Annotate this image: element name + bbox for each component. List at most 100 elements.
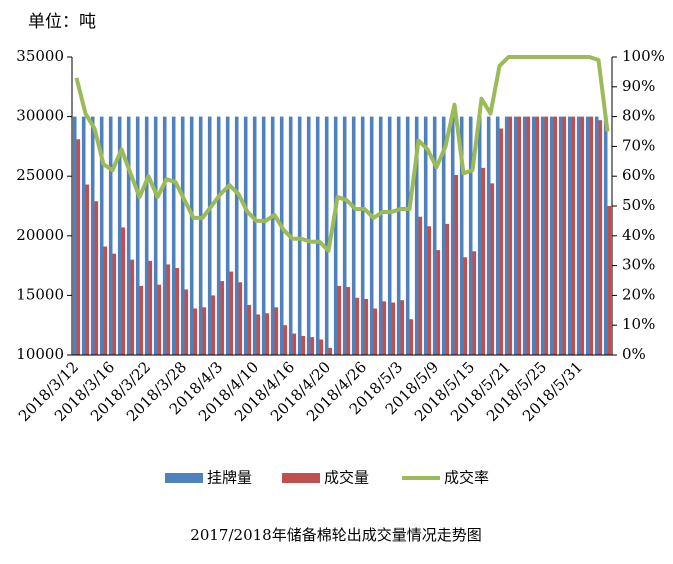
bar xyxy=(234,116,239,355)
bar xyxy=(324,116,329,355)
bar xyxy=(459,116,464,355)
bar xyxy=(315,116,320,355)
bar xyxy=(202,307,207,355)
bar xyxy=(562,116,567,355)
line-series xyxy=(74,55,610,253)
legend-label: 挂牌量 xyxy=(207,469,252,487)
y2-tick-label: 70% xyxy=(622,136,655,154)
bar xyxy=(477,116,482,355)
bar xyxy=(598,120,603,356)
bar xyxy=(495,116,500,355)
bar xyxy=(81,116,86,355)
y2-tick-label: 80% xyxy=(622,107,655,125)
bar xyxy=(423,116,428,355)
legend-label: 成交率 xyxy=(444,469,489,487)
bar xyxy=(207,116,212,355)
y2-tick-label: 20% xyxy=(622,285,655,303)
bar xyxy=(252,116,257,355)
y2-tick-label: 30% xyxy=(622,256,655,274)
bar xyxy=(463,257,468,355)
bar xyxy=(508,116,513,355)
bar xyxy=(553,116,558,355)
bar xyxy=(594,116,599,355)
bar xyxy=(360,116,365,355)
bar xyxy=(166,264,171,355)
bar xyxy=(405,116,410,355)
bar xyxy=(549,116,554,355)
bar xyxy=(72,116,77,355)
bar xyxy=(247,304,252,355)
y-tick-label: 25000 xyxy=(16,166,64,184)
bar xyxy=(189,116,194,355)
bar xyxy=(432,116,437,355)
bar xyxy=(144,116,149,355)
bar xyxy=(409,319,414,355)
bar xyxy=(378,116,383,355)
bar xyxy=(180,116,185,355)
y-tick-label: 15000 xyxy=(16,285,64,303)
bar xyxy=(279,116,284,355)
legend-swatch xyxy=(282,473,320,483)
bar xyxy=(153,116,158,355)
y-tick-label: 30000 xyxy=(16,107,64,125)
bar xyxy=(175,267,180,355)
bar xyxy=(450,116,455,355)
bar xyxy=(117,116,122,355)
bar xyxy=(171,116,176,355)
bar xyxy=(90,116,95,355)
bar xyxy=(427,226,432,355)
bar xyxy=(526,116,531,355)
bar xyxy=(396,116,401,355)
bar xyxy=(346,287,351,355)
y2-tick-label: 0% xyxy=(622,345,646,363)
bar xyxy=(135,116,140,355)
y-tick-label: 20000 xyxy=(16,226,64,244)
bar xyxy=(283,325,288,355)
chart-title: 2017/2018年储备棉轮出成交量情况走势图 xyxy=(190,526,481,544)
y2-tick-label: 40% xyxy=(622,226,655,244)
bar xyxy=(603,116,608,355)
bar xyxy=(328,347,333,355)
bar xyxy=(499,128,504,355)
bar xyxy=(94,201,99,355)
bar xyxy=(310,337,315,355)
bar xyxy=(256,314,261,355)
bar xyxy=(468,116,473,355)
bar xyxy=(337,285,342,355)
bar xyxy=(99,116,104,355)
bar xyxy=(373,308,378,355)
bar xyxy=(342,116,347,355)
bar xyxy=(382,301,387,355)
bar xyxy=(193,308,198,355)
legend-swatch xyxy=(165,473,203,483)
bar xyxy=(504,116,509,355)
bar xyxy=(297,116,302,355)
bar xyxy=(216,116,221,355)
bar xyxy=(319,339,324,355)
bar xyxy=(540,116,545,355)
bar xyxy=(531,116,536,355)
bar xyxy=(108,116,113,355)
bar xyxy=(445,223,450,355)
bar xyxy=(121,227,126,355)
bar xyxy=(270,116,275,355)
bar xyxy=(391,302,396,355)
bar xyxy=(351,116,356,355)
y2-tick-label: 90% xyxy=(622,77,655,95)
bar xyxy=(517,116,522,355)
bar xyxy=(211,295,216,355)
bar xyxy=(369,116,374,355)
bar xyxy=(558,116,563,355)
bar xyxy=(198,116,203,355)
bar xyxy=(522,116,527,355)
bar xyxy=(157,284,162,355)
bar xyxy=(126,116,131,355)
bar xyxy=(436,250,441,355)
bar xyxy=(238,282,243,355)
bar xyxy=(184,289,189,355)
bar xyxy=(576,116,581,355)
bar xyxy=(139,285,144,355)
bar xyxy=(112,253,117,355)
y2-tick-label: 60% xyxy=(622,166,655,184)
